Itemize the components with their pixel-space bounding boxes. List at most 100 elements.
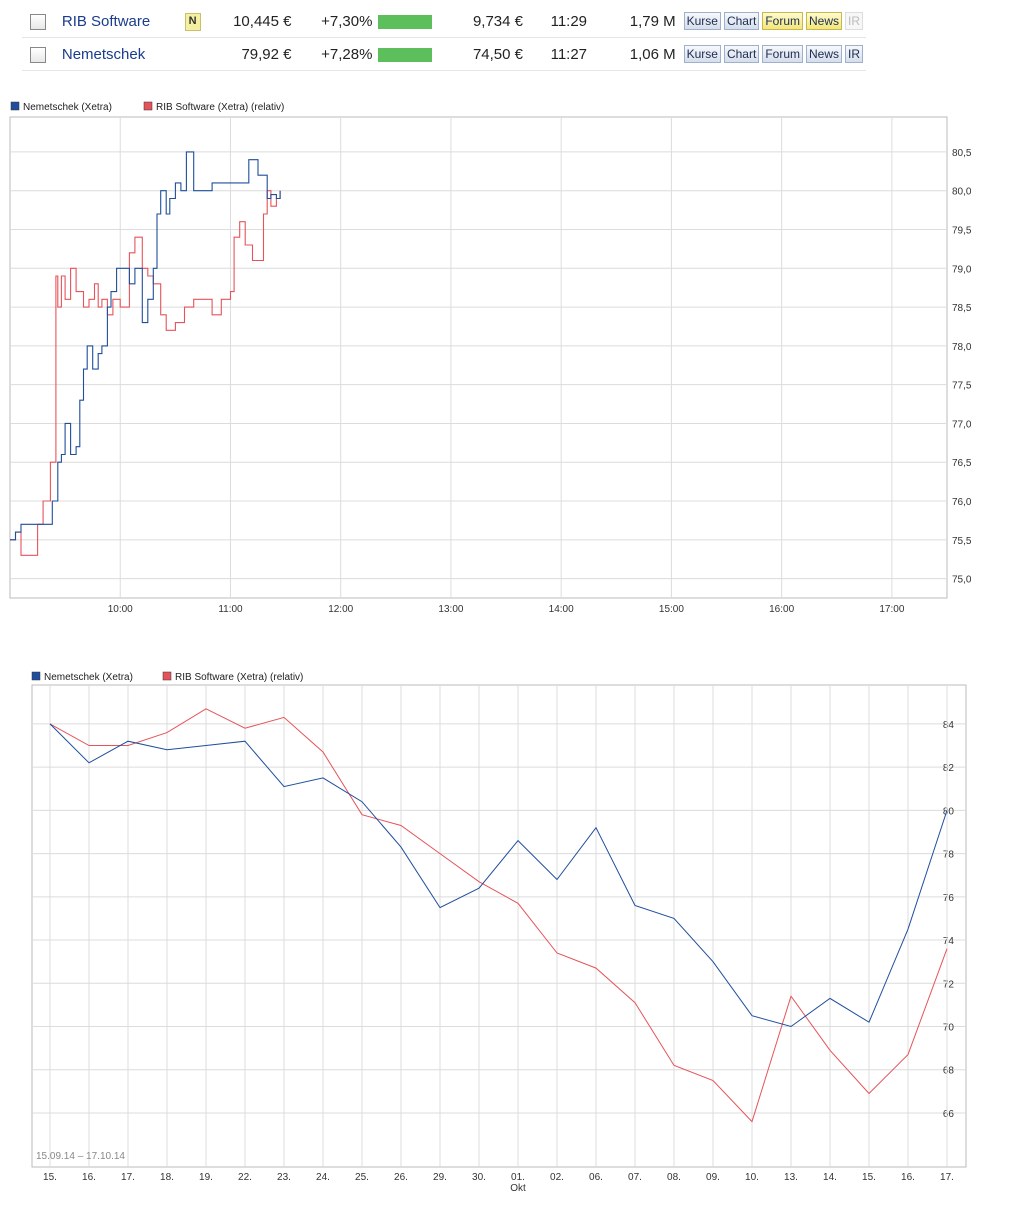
time: 11:27 [523,37,588,71]
chart-button[interactable]: Chart [723,45,760,63]
kurse-button[interactable]: Kurse [683,45,721,63]
x-tick-label: 14. [823,1172,837,1183]
x-tick-label: 02. [550,1172,564,1183]
x-tick-label: 24. [316,1172,330,1183]
y-tick-label: 78,5 [952,303,972,314]
y-tick-label: 78,0 [952,342,972,353]
x-tick-label: 15. [862,1172,876,1183]
y-tick-label: 76,5 [952,458,972,469]
legend-swatch [31,671,41,681]
ir-button: IR [845,12,863,30]
y-tick-label: 78 [943,850,955,861]
x-tick-label: 17. [121,1172,135,1183]
previous-close: 74,50 € [445,37,523,71]
nemetschek-series-line [10,151,281,541]
kurse-button[interactable]: Kurse [683,12,721,30]
change-bar [378,47,433,62]
month-label: Okt [510,1183,526,1194]
x-tick-label: 16. [82,1172,96,1183]
y-tick-label: 75,0 [952,575,972,586]
plot-area [9,116,948,599]
x-tick-label: 12:00 [328,604,353,615]
monthly-chart: Nemetschek (Xetra) RIB Software (Xetra) (… [31,671,967,1194]
x-tick-label: 18. [160,1172,174,1183]
legend-swatch [162,671,172,681]
previous-close: 9,734 € [445,5,523,38]
news-indicator: N [184,13,201,31]
x-tick-label: 17. [940,1172,954,1183]
y-tick-label: 84 [943,720,955,731]
x-tick-label: 22. [238,1172,252,1183]
legend-swatch [143,101,153,111]
news-button[interactable]: News [805,45,842,63]
chart-button[interactable]: Chart [723,12,760,30]
select-checkbox[interactable] [30,13,46,30]
table-row: RIB Software N 10,445 € +7,30% 9,734 € 1… [22,5,866,38]
y-tick-label: 76 [943,893,955,904]
x-tick-label: 15:00 [659,604,684,615]
stock-name[interactable]: Nemetschek [49,37,185,71]
x-tick-label: 11:00 [218,604,243,615]
x-tick-label: 14:00 [549,604,574,615]
volume: 1,06 M [587,37,676,71]
x-tick-label: 16:00 [769,604,794,615]
y-tick-label: 74 [943,936,955,947]
x-tick-label: 08. [667,1172,681,1183]
y-tick-label: 80,5 [952,148,972,159]
y-tick-label: 79,5 [952,225,972,236]
x-tick-label: 30. [472,1172,486,1183]
x-tick-label: 01. [511,1172,525,1183]
forum-button[interactable]: Forum [762,12,803,30]
forum-button[interactable]: Forum [762,45,803,63]
x-tick-label: 10. [745,1172,759,1183]
select-checkbox[interactable] [30,46,46,63]
x-tick-label: 25. [355,1172,369,1183]
plot-area [31,684,967,1168]
rib-series-line [10,190,281,556]
x-tick-label: 10:00 [108,604,133,615]
legend-swatch [10,101,20,111]
change-percent: +7,30% [291,5,373,38]
stock-name[interactable]: RIB Software [49,5,185,38]
change-percent: +7,28% [291,37,373,71]
x-tick-label: 13:00 [438,604,463,615]
y-tick-label: 68 [943,1066,955,1077]
x-tick-label: 15. [43,1172,57,1183]
x-tick-label: 13. [784,1172,798,1183]
x-tick-label: 09. [706,1172,720,1183]
x-tick-label: 23. [277,1172,291,1183]
nemetschek-series-line [49,723,948,1028]
price: 79,92 € [216,37,292,71]
x-tick-label: 29. [433,1172,447,1183]
y-tick-label: 70 [943,1023,955,1034]
x-tick-label: 19. [199,1172,213,1183]
y-tick-label: 80 [943,806,955,817]
x-tick-label: 17:00 [879,604,904,615]
y-tick-label: 77,0 [952,419,972,430]
y-tick-label: 72 [943,979,955,990]
y-tick-label: 82 [943,763,955,774]
y-tick-label: 80,0 [952,187,972,198]
intraday-chart: Nemetschek (Xetra) RIB Software (Xetra) (… [9,101,972,615]
time: 11:29 [523,5,588,38]
x-tick-label: 06. [589,1172,603,1183]
ir-button[interactable]: IR [845,45,863,63]
table-row: Nemetschek 79,92 € +7,28% 74,50 € 11:27 … [22,37,866,71]
price: 10,445 € [216,5,292,38]
y-tick-label: 76,0 [952,497,972,508]
volume: 1,79 M [587,5,676,38]
date-range-label: 15.09.14 – 17.10.14 [36,1151,125,1162]
y-tick-label: 79,0 [952,264,972,275]
legend-label: Nemetschek (Xetra) [23,102,112,113]
news-button[interactable]: News [805,12,842,30]
y-tick-label: 66 [943,1109,955,1120]
x-tick-label: 16. [901,1172,915,1183]
change-bar [378,14,433,29]
legend-label: RIB Software (Xetra) (relativ) [156,102,284,113]
legend-label: Nemetschek (Xetra) [44,672,133,683]
legend-label: RIB Software (Xetra) (relativ) [175,672,303,683]
y-tick-label: 77,5 [952,381,972,392]
x-tick-label: 07. [628,1172,642,1183]
y-tick-label: 75,5 [952,536,972,547]
rib-series-line [49,708,948,1123]
